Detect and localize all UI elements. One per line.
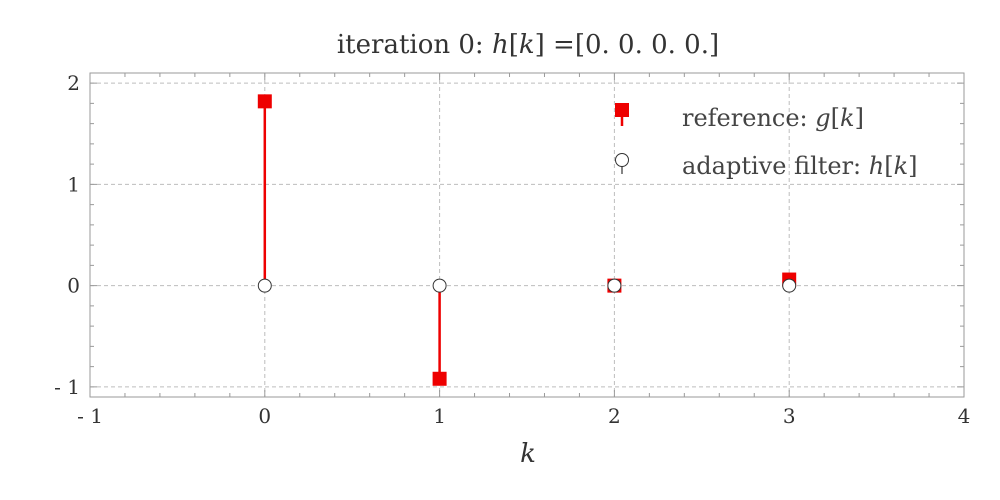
legend-reference-label: reference: g[k]: [682, 104, 864, 132]
x-tick-labels: - 1 0 1 2 3 4: [77, 404, 970, 428]
legend-adaptive-prefix: adaptive filter:: [682, 152, 869, 180]
adaptive-marker: [782, 278, 797, 293]
x-tick-label: 4: [958, 404, 971, 428]
reference-marker: [257, 94, 272, 109]
y-tick-label: 1: [67, 172, 80, 196]
title-index: k: [519, 30, 535, 60]
legend-reference-close: ]: [855, 104, 864, 132]
legend-item-adaptive: adaptive filter: h[k]: [615, 152, 918, 180]
x-tick-label: 1: [433, 404, 446, 428]
legend-adaptive-index: k: [894, 152, 909, 180]
plot-frame: [89, 72, 965, 398]
title-bracket-open: [: [509, 30, 519, 60]
legend-adaptive-marker: [615, 153, 629, 167]
legend: reference: g[k] adaptive filter: h[k]: [615, 103, 918, 180]
chart-title: iteration 0: h[k] =[0. 0. 0. 0.]: [337, 30, 719, 60]
x-axis-label: k: [520, 439, 536, 469]
legend-adaptive-label: adaptive filter: h[k]: [682, 152, 918, 180]
y-tick-label: 2: [67, 71, 80, 95]
stem-lines: [263, 101, 791, 379]
legend-adaptive-var: h: [869, 152, 884, 180]
x-tick-label: - 1: [77, 404, 103, 428]
y-tick-label: 0: [67, 274, 80, 298]
adaptive-marker: [607, 278, 622, 293]
legend-adaptive-open: [: [884, 152, 893, 180]
y-tick-label: - 1: [54, 375, 80, 399]
plot-border: [89, 72, 965, 398]
data-markers: [257, 94, 797, 386]
x-tick-label: 2: [608, 404, 621, 428]
legend-reference-open: [: [831, 104, 840, 132]
title-var: h: [492, 30, 509, 60]
x-tick-label: 3: [783, 404, 796, 428]
legend-reference-prefix: reference:: [682, 104, 815, 132]
legend-reference-var: g: [815, 104, 830, 132]
adaptive-marker: [432, 278, 447, 293]
legend-reference-marker: [615, 103, 629, 117]
x-tick-label: 0: [258, 404, 271, 428]
title-bracket-close: ]: [535, 30, 545, 60]
adaptive-marker: [257, 278, 272, 293]
legend-item-reference: reference: g[k]: [615, 103, 864, 132]
tick-marks: [89, 73, 965, 397]
title-prefix: iteration 0:: [337, 30, 492, 60]
reference-marker: [432, 371, 447, 386]
legend-adaptive-close: ]: [908, 152, 917, 180]
legend-reference-index: k: [840, 104, 855, 132]
title-suffix: =[0. 0. 0. 0.]: [545, 30, 719, 60]
y-tick-labels: - 1 0 1 2: [54, 71, 80, 399]
